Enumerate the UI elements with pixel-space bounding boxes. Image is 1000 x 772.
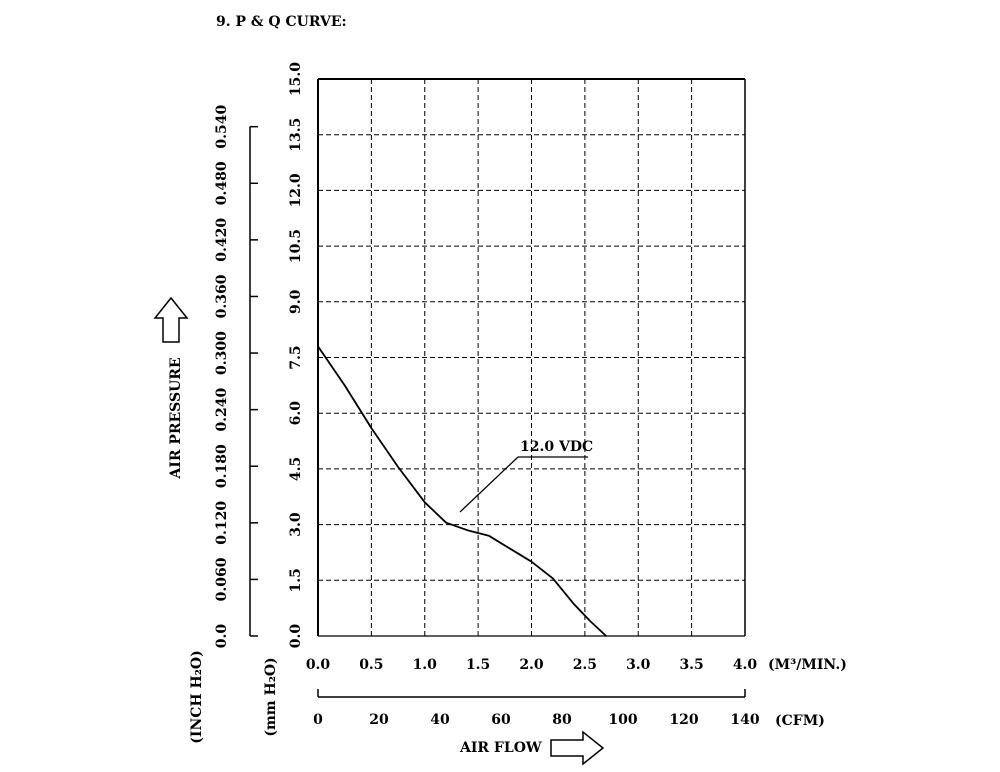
cfm-tick-label: 80 [552, 712, 572, 728]
axes [317, 78, 746, 637]
series-line-12vdc [317, 345, 607, 637]
y-tick-label: 7.5 [288, 345, 304, 369]
x-tick-label: 4.0 [733, 657, 758, 673]
up-arrow-icon [153, 296, 189, 343]
x-tick-labels: 0.0 0.5 1.0 1.5 2.0 2.5 3.0 3.5 4.0 [306, 657, 758, 673]
inch-tick-label: 0.360 [214, 274, 230, 318]
section-title: 9. P & Q CURVE: [216, 14, 347, 30]
cfm-tick-label: 20 [369, 712, 389, 728]
x-tick-label: 0.5 [359, 657, 383, 673]
inch-tick-label: 0.180 [214, 444, 230, 488]
y-tick-label: 15.0 [288, 62, 304, 96]
cfm-tick-label: 40 [430, 712, 450, 728]
inch-tick-label: 0.0 [214, 624, 230, 649]
cfm-tick-label: 100 [608, 712, 637, 728]
x-unit-secondary: (CFM) [775, 713, 825, 729]
x-tick-label: 1.5 [466, 657, 490, 673]
x-unit-primary: (M³/MIN.) [768, 657, 847, 673]
cfm-tick-label: 60 [491, 712, 511, 728]
y-tick-labels: 0.0 1.5 3.0 4.5 6.0 7.5 9.0 10.5 12.0 13.5 15.0 [288, 62, 304, 648]
right-arrow-icon [550, 730, 605, 766]
x-tick-label: 1.0 [413, 657, 438, 673]
series-label-12vdc: 12.0 VDC [520, 439, 593, 455]
cfm-tick-label: 0 [313, 712, 323, 728]
inch-tick-label: 0.060 [214, 557, 230, 601]
y-unit-secondary: (INCH H₂O) [189, 650, 205, 743]
inch-tick-labels: 0.0 0.060 0.120 0.180 0.240 0.300 0.360 0.420 0.… [214, 105, 258, 649]
x-tick-label: 3.5 [679, 657, 703, 673]
cfm-tick-label: 140 [730, 712, 759, 728]
series [317, 345, 607, 637]
y-tick-label: 4.5 [288, 457, 304, 481]
x-tick-label: 2.5 [573, 657, 597, 673]
inch-tick-label: 0.480 [214, 161, 230, 205]
cfm-tick-labels: 0 20 40 60 80 100 120 140 [313, 689, 760, 728]
x-tick-label: 2.0 [519, 657, 544, 673]
inch-tick-label: 0.240 [214, 387, 230, 431]
y-axis-label: AIR PRESSURE [168, 357, 184, 479]
inch-tick-label: 0.120 [214, 501, 230, 545]
y-tick-label: 6.0 [288, 401, 304, 426]
y-tick-label: 1.5 [288, 568, 304, 592]
y-tick-label: 10.5 [288, 229, 304, 263]
y-tick-label: 12.0 [288, 173, 304, 207]
y-tick-label: 13.5 [288, 118, 304, 152]
inch-tick-label: 0.540 [214, 105, 230, 149]
cfm-tick-label: 120 [669, 712, 698, 728]
x-axis-label: AIR FLOW [459, 740, 542, 756]
annotation-leader [459, 456, 519, 513]
grid [318, 79, 745, 636]
y-unit-primary: (mm H₂O) [263, 657, 279, 736]
x-tick-label: 0.0 [306, 657, 331, 673]
x-tick-label: 3.0 [626, 657, 651, 673]
inch-tick-label: 0.420 [214, 218, 230, 262]
y-tick-label: 9.0 [288, 289, 304, 314]
y-tick-label: 0.0 [288, 624, 304, 649]
inch-tick-label: 0.300 [214, 331, 230, 375]
y-tick-label: 3.0 [288, 512, 304, 537]
